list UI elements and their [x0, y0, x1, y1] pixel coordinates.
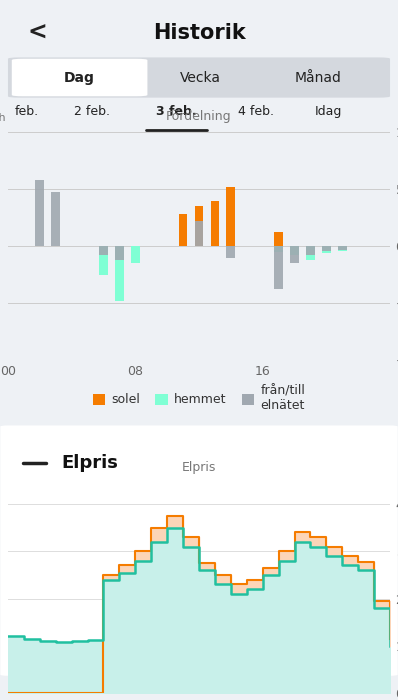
Bar [226, 246, 235, 258]
Text: 4 feb.: 4 feb. [238, 105, 274, 118]
Text: Månad: Månad [295, 71, 342, 85]
Legend: solel, hemmet, från/till
elnätet: solel, hemmet, från/till elnätet [93, 384, 305, 412]
Bar [195, 221, 203, 246]
Bar [115, 246, 124, 260]
Bar [322, 246, 331, 251]
Bar [211, 201, 219, 246]
Text: <: < [27, 21, 47, 45]
Bar [99, 246, 108, 274]
Bar [131, 246, 140, 263]
Bar [226, 187, 235, 246]
Text: Dag: Dag [64, 71, 95, 85]
Bar [306, 246, 315, 260]
Text: Fördelning: Fördelning [166, 111, 232, 123]
Bar [179, 214, 187, 246]
Bar [115, 246, 124, 301]
Text: Vecka: Vecka [179, 71, 220, 85]
Bar [290, 246, 299, 256]
Text: feb.: feb. [15, 105, 39, 118]
Text: Idag: Idag [315, 105, 343, 118]
Text: 2 feb.: 2 feb. [74, 105, 110, 118]
Bar [338, 246, 347, 249]
Text: Historik: Historik [152, 23, 246, 43]
Bar [35, 180, 44, 246]
Bar [274, 246, 283, 252]
FancyBboxPatch shape [0, 426, 398, 676]
Bar [274, 232, 283, 246]
Bar [338, 246, 347, 251]
Bar [51, 192, 60, 246]
Text: 3 feb.: 3 feb. [156, 105, 196, 118]
FancyBboxPatch shape [12, 59, 147, 97]
Bar [195, 206, 203, 246]
Bar [99, 246, 108, 256]
Bar [274, 246, 283, 289]
Text: Elpris: Elpris [182, 461, 216, 474]
Bar [290, 246, 299, 263]
Bar [306, 246, 315, 256]
Text: kWh: kWh [0, 113, 6, 123]
Bar [322, 246, 331, 253]
Text: Elpris: Elpris [61, 454, 118, 472]
FancyBboxPatch shape [8, 57, 390, 97]
